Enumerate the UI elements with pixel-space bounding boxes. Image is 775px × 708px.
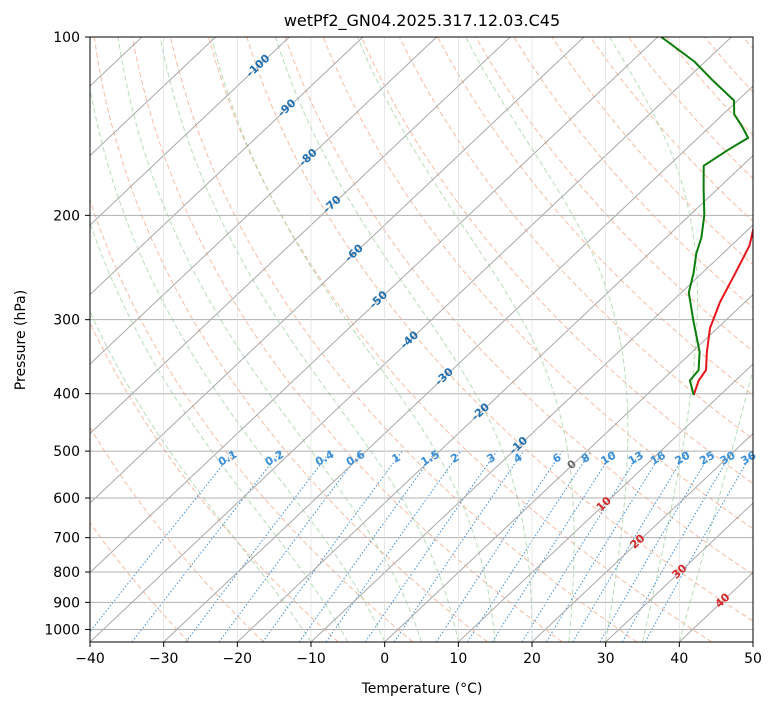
mixing-ratio-line [435,450,563,642]
moist-adiabat [678,367,753,642]
x-tick-label: −30 [149,651,179,667]
dry-adiabat [284,37,753,576]
mixing-ratio-line [325,450,462,642]
mixing-ratio-line [262,450,403,642]
mixing-ratio-line [298,450,437,642]
y-tick-label: 1000 [44,622,80,638]
chart-title: wetPf2_GN04.2025.317.12.03.C45 [284,11,560,31]
mixing-ratio-line [521,450,642,642]
y-axis: 1000 900 800 700 600 500 400 300 200 100 [44,30,90,638]
series-temperature-line [692,225,753,396]
x-tick-label: −10 [296,651,326,667]
x-tick-label: 20 [523,651,541,667]
x-axis: −40 −30 −20 −10 0 10 20 30 40 50 [75,642,762,667]
x-tick-label: 30 [597,651,615,667]
mixing-ratio-line [218,450,362,642]
x-tick-label: 40 [670,651,688,667]
dry-adiabat [437,37,753,396]
moist-adiabat [117,37,422,642]
x-axis-label: Temperature (°C) [361,681,483,697]
mixing-ratio-line [572,450,688,642]
isotherm-line [236,154,753,642]
isotherm-line [90,37,585,504]
isotherm-line [90,37,511,435]
moist-adiabat [90,221,349,642]
mixing-ratio-line [364,450,498,642]
isotherm-line [605,502,753,642]
y-tick-label: 200 [53,208,80,224]
x-tick-label: −20 [223,651,253,667]
dry-adiabat [90,521,190,642]
y-tick-label: 100 [53,30,80,46]
isotherm-line [163,85,753,642]
series-dewpoint-line [660,37,750,396]
data-series [660,37,753,396]
dry-adiabat [131,37,563,642]
moist-adiabat [275,37,533,642]
x-tick-label: 10 [449,651,467,667]
y-tick-label: 700 [53,531,80,547]
isotherm-line [90,37,437,365]
mixing-ratio-line [467,450,592,642]
isotherm-line [531,432,753,642]
moist-adiabat [159,37,459,642]
mixing-ratio-line [545,450,664,642]
isotherm-line [90,37,290,226]
moist-adiabat [357,37,575,642]
y-tick-label: 500 [53,444,80,460]
y-tick-label: 800 [53,565,80,581]
dry-adiabat [246,37,753,622]
moist-adiabat [465,37,629,642]
background-lines [90,37,753,642]
y-tick-label: 600 [53,491,80,507]
isotherm-line [90,37,216,157]
isotherm-line [90,37,658,574]
dry-adiabat [90,198,414,642]
y-axis-label: Pressure (hPa) [13,290,29,390]
moist-adiabat [211,37,496,642]
x-tick-label: 50 [744,651,762,667]
y-tick-label: 400 [53,387,80,403]
dry-adiabat [90,426,264,642]
moist-adiabat [609,37,698,642]
dry-adiabat [93,37,488,642]
isotherm-line [90,37,732,642]
isotherm-line [384,293,753,642]
mixing-ratio-line [185,450,332,642]
x-tick-label: 0 [380,651,389,667]
isotherm-line [457,363,753,642]
plot-frame [89,36,754,643]
dry-adiabat [360,37,753,485]
dry-adiabat [513,37,753,309]
mixing-ratio-line [644,450,753,642]
isotherm-line [90,37,364,296]
y-tick-label: 900 [53,595,80,611]
moist-adiabat [90,85,386,642]
grid [90,37,753,642]
dry-adiabat [170,37,638,642]
isotherm-line [310,224,753,642]
x-tick-label: −40 [75,651,105,667]
y-tick-label: 300 [53,313,80,329]
